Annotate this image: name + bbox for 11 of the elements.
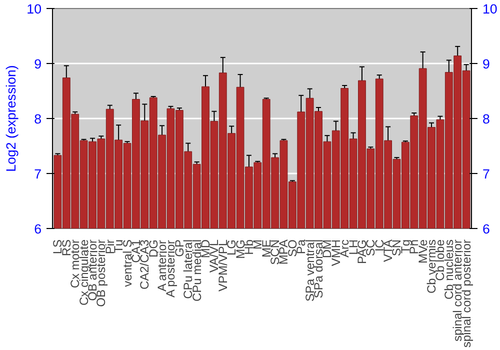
y-tick-label: 10 <box>26 2 42 16</box>
y-tick-label: 8 <box>34 112 42 126</box>
y-tick-label: 6 <box>34 222 42 236</box>
y-axis-title: Log2 (expression) <box>4 65 19 172</box>
y-tick-label: 9 <box>34 56 42 72</box>
y-tick-label: 7 <box>34 166 42 182</box>
y2-tick-label: 6 <box>482 222 490 236</box>
y2-tick-label: 10 <box>482 2 498 16</box>
y2-tick-label: 8 <box>482 112 490 126</box>
y2-tick-label: 7 <box>482 166 490 182</box>
y2-tick-label: 9 <box>482 56 490 72</box>
